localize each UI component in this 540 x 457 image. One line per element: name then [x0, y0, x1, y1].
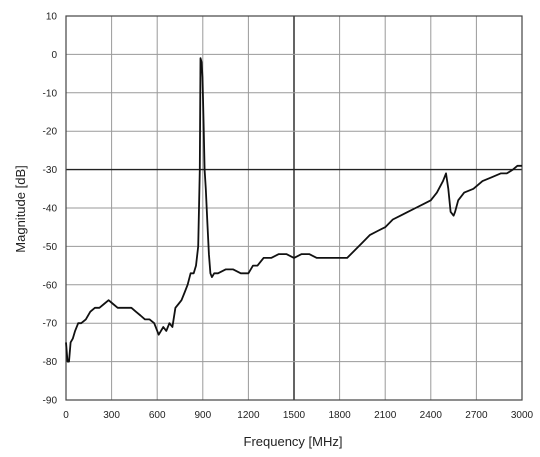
y-tick-label: -80 — [43, 357, 58, 368]
x-tick-label: 2100 — [374, 410, 397, 421]
y-tick-label: 10 — [46, 12, 58, 23]
y-tick-label: -40 — [43, 204, 58, 215]
plot-frame — [65, 15, 523, 401]
x-tick-label: 300 — [103, 410, 120, 421]
y-tick-label: -50 — [43, 242, 58, 253]
x-tick-label: 0 — [63, 410, 69, 421]
x-tick-label: 1200 — [237, 410, 260, 421]
x-axis-ticks: 0 300 600 900 1200 1500 1800 2100 2400 2700 3000 — [63, 410, 533, 421]
x-tick-label: 1800 — [328, 410, 351, 421]
y-tick-label: -90 — [43, 396, 58, 407]
y-tick-label: -30 — [43, 165, 58, 176]
y-tick-label: -20 — [43, 127, 58, 138]
y-tick-label: -60 — [43, 280, 58, 291]
y-tick-label: -70 — [43, 319, 58, 330]
x-tick-label: 3000 — [511, 410, 534, 421]
y-tick-label: -10 — [43, 88, 58, 99]
x-axis-title: Frequency [MHz] — [244, 434, 343, 449]
magnitude-series-line — [65, 57, 522, 363]
y-axis-ticks: 10 0 -10 -20 -30 -40 -50 -60 -70 -80 -90 — [43, 12, 58, 407]
y-tick-label: 0 — [51, 50, 57, 61]
x-tick-label: 2700 — [465, 410, 488, 421]
x-tick-label: 1500 — [283, 410, 306, 421]
grid — [65, 15, 523, 401]
y-axis-title: Magnitude [dB] — [13, 165, 28, 252]
x-tick-label: 2400 — [420, 410, 443, 421]
x-tick-label: 900 — [194, 410, 211, 421]
x-tick-label: 600 — [149, 410, 166, 421]
